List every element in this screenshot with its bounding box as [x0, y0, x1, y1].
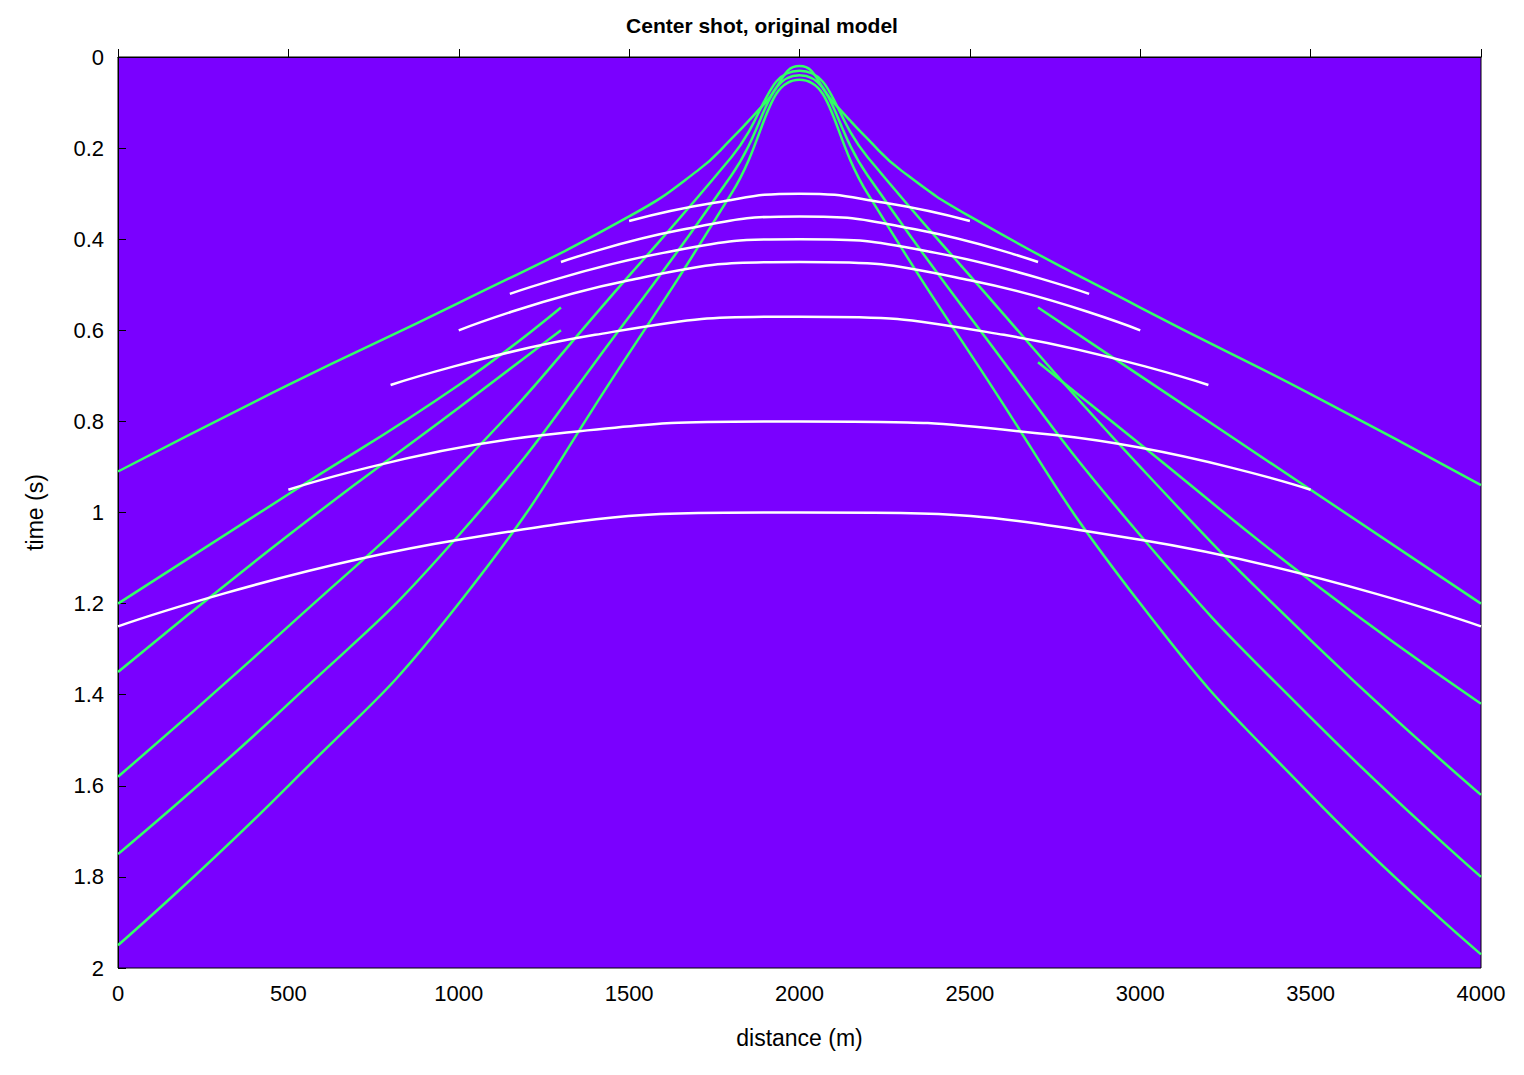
svg-text:2000: 2000 — [775, 981, 824, 1006]
svg-text:1.6: 1.6 — [73, 773, 104, 798]
svg-text:0.4: 0.4 — [73, 227, 104, 252]
svg-text:1500: 1500 — [605, 981, 654, 1006]
svg-text:3500: 3500 — [1286, 981, 1335, 1006]
svg-text:0.8: 0.8 — [73, 409, 104, 434]
svg-text:4000: 4000 — [1457, 981, 1506, 1006]
svg-text:1.8: 1.8 — [73, 864, 104, 889]
svg-text:0: 0 — [112, 981, 124, 1006]
svg-text:2500: 2500 — [945, 981, 994, 1006]
svg-text:2: 2 — [92, 956, 104, 981]
svg-text:time (s): time (s) — [22, 474, 48, 551]
svg-text:0: 0 — [92, 45, 104, 70]
svg-text:Center shot, original model: Center shot, original model — [626, 14, 898, 37]
svg-text:0.6: 0.6 — [73, 318, 104, 343]
svg-text:1.4: 1.4 — [73, 682, 104, 707]
svg-text:0.2: 0.2 — [73, 136, 104, 161]
svg-text:1.2: 1.2 — [73, 591, 104, 616]
svg-text:500: 500 — [270, 981, 307, 1006]
svg-text:1000: 1000 — [434, 981, 483, 1006]
svg-text:3000: 3000 — [1116, 981, 1165, 1006]
svg-text:distance (m): distance (m) — [736, 1025, 863, 1051]
svg-text:1: 1 — [92, 500, 104, 525]
